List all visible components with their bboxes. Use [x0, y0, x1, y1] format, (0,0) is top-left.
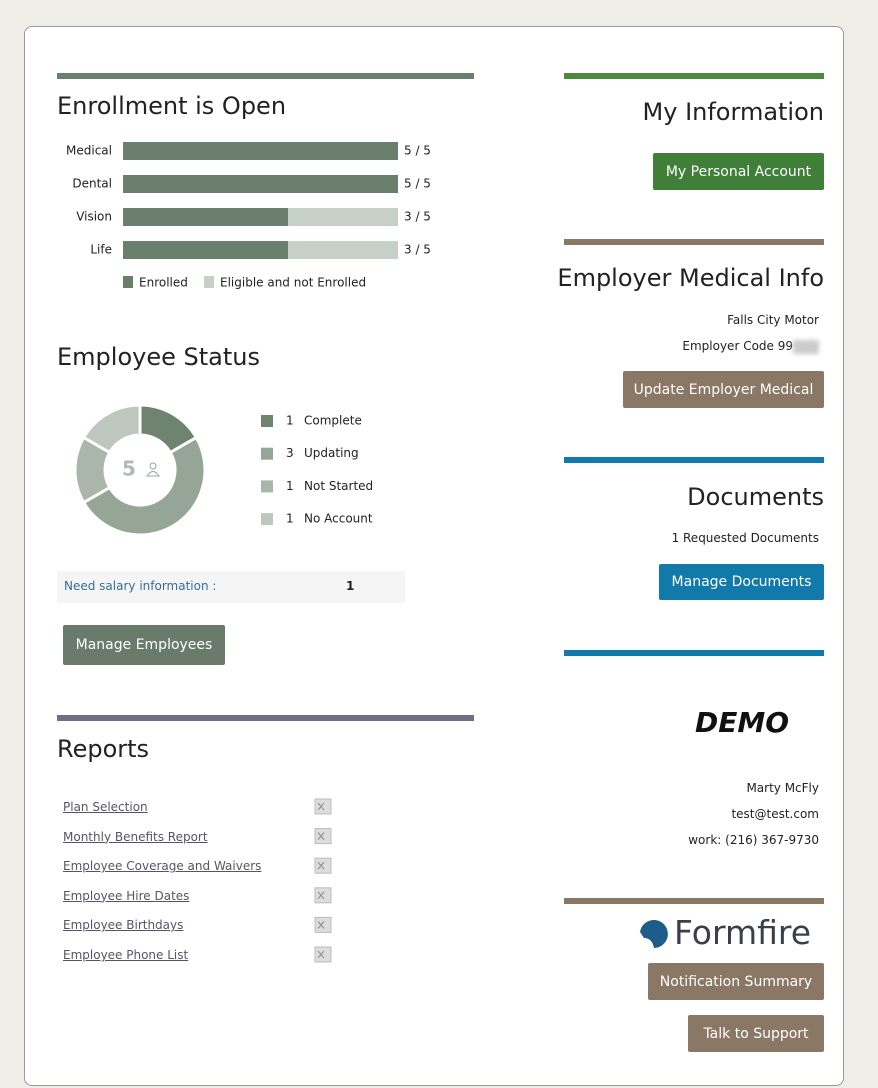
report-link[interactable]: Monthly Benefits Report — [63, 829, 208, 844]
button[interactable]: My Personal Account — [653, 153, 824, 190]
legend-swatch — [261, 415, 273, 427]
legend-label: Complete — [304, 414, 362, 428]
bar-value: 3 / 5 — [404, 243, 431, 257]
legend-swatch — [261, 447, 273, 460]
excel-icon — [314, 916, 332, 933]
section-rule — [564, 898, 824, 904]
report-link[interactable]: Employee Coverage and Waivers — [63, 859, 262, 874]
formfire-icon — [640, 920, 668, 948]
section-title: Documents — [687, 483, 824, 511]
bar-value: 5 / 5 — [404, 177, 431, 191]
bar-enrolled — [123, 175, 398, 193]
excel-icon — [317, 920, 325, 929]
legend-count: 1 — [286, 512, 294, 526]
legend-count: 3 — [286, 446, 294, 460]
button[interactable]: Talk to Support — [688, 1015, 824, 1052]
excel-icon — [314, 946, 332, 963]
people-icon — [146, 471, 160, 477]
contact-email: test@test.com — [731, 807, 819, 821]
bar-enrolled — [123, 142, 398, 160]
report-link[interactable]: Employee Hire Dates — [63, 888, 190, 903]
legend-label: No Account — [304, 512, 373, 526]
bar-label: Dental — [72, 177, 112, 191]
contact-name: Marty McFly — [746, 781, 819, 795]
salary-value: 1 — [346, 579, 355, 593]
bar-value: 3 / 5 — [404, 210, 431, 224]
bar-enrolled — [123, 208, 288, 226]
section-title: Enrollment is Open — [57, 92, 287, 120]
legend-swatch — [123, 276, 133, 288]
company-logo: DEMO — [695, 706, 790, 739]
button[interactable]: Notification Summary — [648, 963, 824, 1000]
legend-label: Not Started — [304, 479, 373, 493]
bar-value: 5 / 5 — [404, 144, 431, 158]
company: Falls City Motor — [727, 313, 819, 327]
donut-segment — [81, 435, 207, 537]
section-title: Employee Status — [57, 343, 260, 371]
excel-icon — [317, 832, 325, 841]
excel-icon — [314, 828, 332, 845]
excel-icon — [314, 798, 332, 815]
section-title: Employer Medical Info — [557, 264, 824, 292]
employer-code: Employer Code 99 — [682, 339, 793, 353]
button[interactable]: Update Employer Medical — [623, 371, 824, 408]
report-link[interactable]: Employee Birthdays — [63, 918, 184, 933]
excel-icon — [317, 950, 325, 959]
legend-label: Eligible and not Enrolled — [220, 276, 366, 290]
section-rule — [564, 650, 824, 656]
people-icon — [149, 462, 157, 470]
report-link[interactable]: Employee Phone List — [63, 948, 189, 962]
legend-swatch — [261, 480, 273, 493]
donut-total: 5 — [122, 457, 136, 481]
bar-label: Vision — [76, 210, 112, 224]
legend-swatch — [261, 513, 273, 526]
bar-label: Medical — [66, 144, 112, 158]
excel-icon — [314, 857, 332, 874]
excel-icon — [317, 861, 325, 870]
section-title: Reports — [57, 735, 150, 763]
requested: 1 Requested Documents — [671, 531, 819, 545]
legend-label: Updating — [304, 446, 359, 460]
legend-swatch — [204, 276, 214, 288]
bar-label: Life — [90, 243, 112, 257]
formfire-logo: Formfire — [674, 913, 812, 952]
card — [24, 26, 844, 1086]
legend-count: 1 — [286, 479, 294, 493]
legend-count: 1 — [286, 414, 294, 428]
section-title: My Information — [642, 98, 824, 126]
section-rule — [57, 73, 474, 79]
report-link[interactable]: Plan Selection — [63, 800, 148, 814]
salary-label: Need salary information : — [64, 579, 217, 593]
legend-label: Enrolled — [139, 276, 188, 290]
salary-box — [57, 571, 405, 603]
excel-icon — [314, 887, 332, 904]
section-rule — [564, 73, 824, 79]
excel-icon — [317, 891, 325, 900]
button[interactable]: Manage Documents — [659, 564, 824, 600]
section-rule — [57, 715, 474, 721]
donut-segment — [81, 403, 142, 455]
button[interactable]: Manage Employees — [63, 625, 225, 665]
section-rule — [564, 239, 824, 245]
section-rule — [564, 457, 824, 463]
contact-phone: work: (216) 367-9730 — [688, 833, 819, 847]
bar-enrolled — [123, 241, 288, 259]
excel-icon — [317, 802, 325, 811]
redacted — [793, 340, 819, 354]
